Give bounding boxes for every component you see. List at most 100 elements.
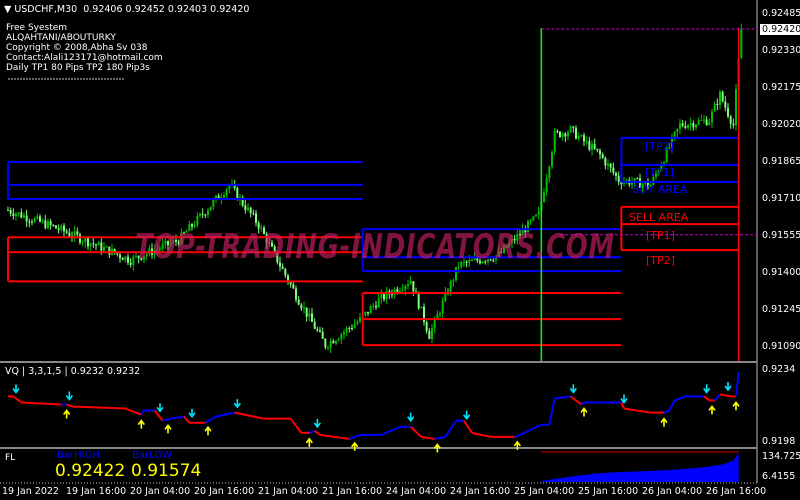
- down-arrow-icon: [569, 384, 577, 394]
- vq-line-segment: [170, 415, 185, 420]
- candle-body: [257, 222, 260, 229]
- panel-separator: [0, 447, 757, 449]
- candle-body: [223, 195, 225, 198]
- symbol: USDCHF,M30: [14, 4, 78, 15]
- candle-body: [113, 248, 116, 254]
- vq-line-segment: [234, 411, 265, 420]
- candle-body: [372, 305, 375, 307]
- candle-body: [28, 221, 31, 223]
- time-tick: 24 Jan 04:00: [386, 486, 447, 497]
- vq-line-segment: [514, 433, 521, 438]
- candle-body: [105, 246, 108, 248]
- candle-body: [263, 227, 265, 234]
- candle-body: [116, 253, 119, 255]
- watermark: TOP-TRADING-INDICATORS.COM: [135, 227, 615, 267]
- candle-body: [529, 220, 532, 222]
- down-arrow-icon: [12, 384, 20, 394]
- candle-body: [673, 131, 676, 137]
- price-tick: 0.92020: [762, 119, 800, 130]
- info-line: ALQAHTANI/ABOUTURKY: [6, 33, 116, 43]
- candle-body: [593, 144, 596, 149]
- candle-body: [497, 251, 500, 256]
- info-line: Daily TP1 80 Pips TP2 180 Pip3s: [6, 63, 150, 73]
- tp1-sell-label: [TP1]: [646, 229, 675, 242]
- candle-body: [49, 221, 52, 226]
- candle-body: [281, 266, 284, 269]
- candle-body: [519, 233, 521, 235]
- candle-body: [505, 245, 508, 248]
- candle-body: [473, 258, 476, 260]
- candle-body: [92, 243, 95, 245]
- candle-body: [396, 289, 399, 293]
- candle-body: [207, 210, 209, 215]
- candle-body: [660, 165, 663, 172]
- vq-label: VQ | 3,3,1,5 | 0.9232 0.9232: [5, 366, 141, 377]
- candle-body: [103, 247, 105, 251]
- candle-body: [348, 328, 351, 330]
- candle-body: [156, 249, 159, 251]
- candle-body: [297, 299, 300, 305]
- candle-body: [508, 243, 511, 248]
- candle-body: [551, 151, 553, 167]
- candle-body: [601, 154, 604, 158]
- candle-body: [356, 321, 359, 325]
- candle-body: [476, 258, 479, 261]
- candle-body: [279, 262, 281, 267]
- candle-body: [292, 284, 295, 289]
- vq-line-segment: [570, 395, 582, 406]
- price-tick: 0.92175: [762, 82, 800, 93]
- candle-body: [543, 192, 545, 202]
- vq-line-segment: [204, 415, 217, 424]
- candle-body: [300, 304, 303, 309]
- candle-body: [484, 261, 487, 263]
- up-arrow-icon: [513, 440, 521, 450]
- candle-body: [391, 294, 393, 296]
- candle-body: [12, 213, 15, 217]
- candle-body: [569, 126, 572, 133]
- candle-body: [185, 231, 188, 233]
- candle-body: [455, 267, 457, 281]
- current-price-label: 0.92420: [760, 24, 800, 35]
- candle-body: [55, 225, 57, 229]
- candle-body: [100, 242, 103, 251]
- candle-body: [164, 240, 167, 244]
- candle-body: [353, 324, 356, 329]
- candle-body: [692, 123, 695, 128]
- candle-body: [655, 173, 657, 177]
- ohlc: 0.92406 0.92452 0.92403 0.92420: [83, 4, 250, 15]
- candle-body: [537, 211, 540, 215]
- candle-body: [228, 184, 231, 190]
- candle-body: [316, 328, 319, 331]
- down-arrow-icon: [407, 412, 415, 423]
- vq-line-segment: [183, 415, 191, 424]
- candle-body: [23, 215, 25, 218]
- price-tick: 0.91865: [762, 156, 800, 167]
- candle-body: [268, 242, 271, 244]
- candle-body: [15, 213, 17, 217]
- candle-body: [711, 111, 713, 123]
- price-tick: 0.91245: [762, 304, 800, 315]
- vq-line-segment: [21, 401, 62, 406]
- vq-line-segment: [12, 395, 22, 404]
- candle-body: [95, 244, 97, 246]
- candle-body: [740, 29, 743, 59]
- candle-body: [556, 131, 559, 133]
- vq-line-segment: [215, 411, 235, 418]
- candle-body: [76, 231, 79, 235]
- info-line: Free Syestem: [6, 23, 68, 33]
- time-tick: 21 Jan 16:00: [322, 486, 383, 497]
- candle-body: [417, 292, 420, 309]
- candle-body: [623, 181, 625, 185]
- candle-body: [721, 91, 724, 102]
- candle-body: [727, 107, 729, 117]
- candle-body: [313, 321, 316, 329]
- dropdown-icon[interactable]: ▼: [4, 4, 15, 15]
- up-arrow-icon: [305, 437, 313, 447]
- vq-line-segment: [674, 395, 686, 402]
- price-tick: 0.91555: [762, 230, 800, 241]
- vq-axis-top: 0.9234: [762, 364, 796, 375]
- candle-body: [36, 216, 39, 219]
- candle-body: [175, 239, 177, 242]
- vq-line-segment: [620, 402, 625, 409]
- candle-body: [612, 167, 615, 173]
